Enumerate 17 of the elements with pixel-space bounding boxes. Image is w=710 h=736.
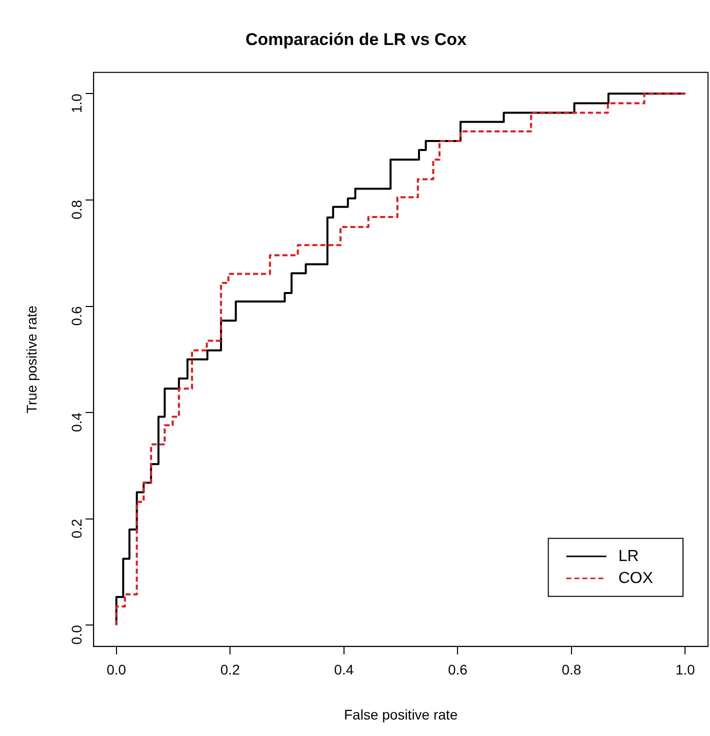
x-tick-label: 1.0: [676, 662, 696, 678]
x-tick-label: 0.4: [334, 662, 354, 678]
y-tick-label: 0.2: [68, 518, 84, 538]
y-tick-label: 0.8: [68, 200, 84, 220]
legend-label: COX: [618, 570, 654, 587]
x-tick-label: 0.8: [562, 662, 582, 678]
x-tick-label: 0.6: [448, 662, 468, 678]
x-tick-label: 0.2: [220, 662, 240, 678]
y-tick-label: 0.6: [68, 306, 84, 326]
x-tick-label: 0.0: [106, 662, 126, 678]
y-axis-title: True positive rate: [23, 305, 40, 414]
y-tick-label: 1.0: [68, 93, 84, 114]
y-tick-label: 0.4: [68, 412, 84, 432]
legend-label: LR: [618, 548, 639, 565]
y-tick-label: 0.0: [68, 624, 84, 645]
x-axis-title: False positive rate: [344, 706, 458, 722]
chart-title: Comparación de LR vs Cox: [245, 30, 468, 49]
